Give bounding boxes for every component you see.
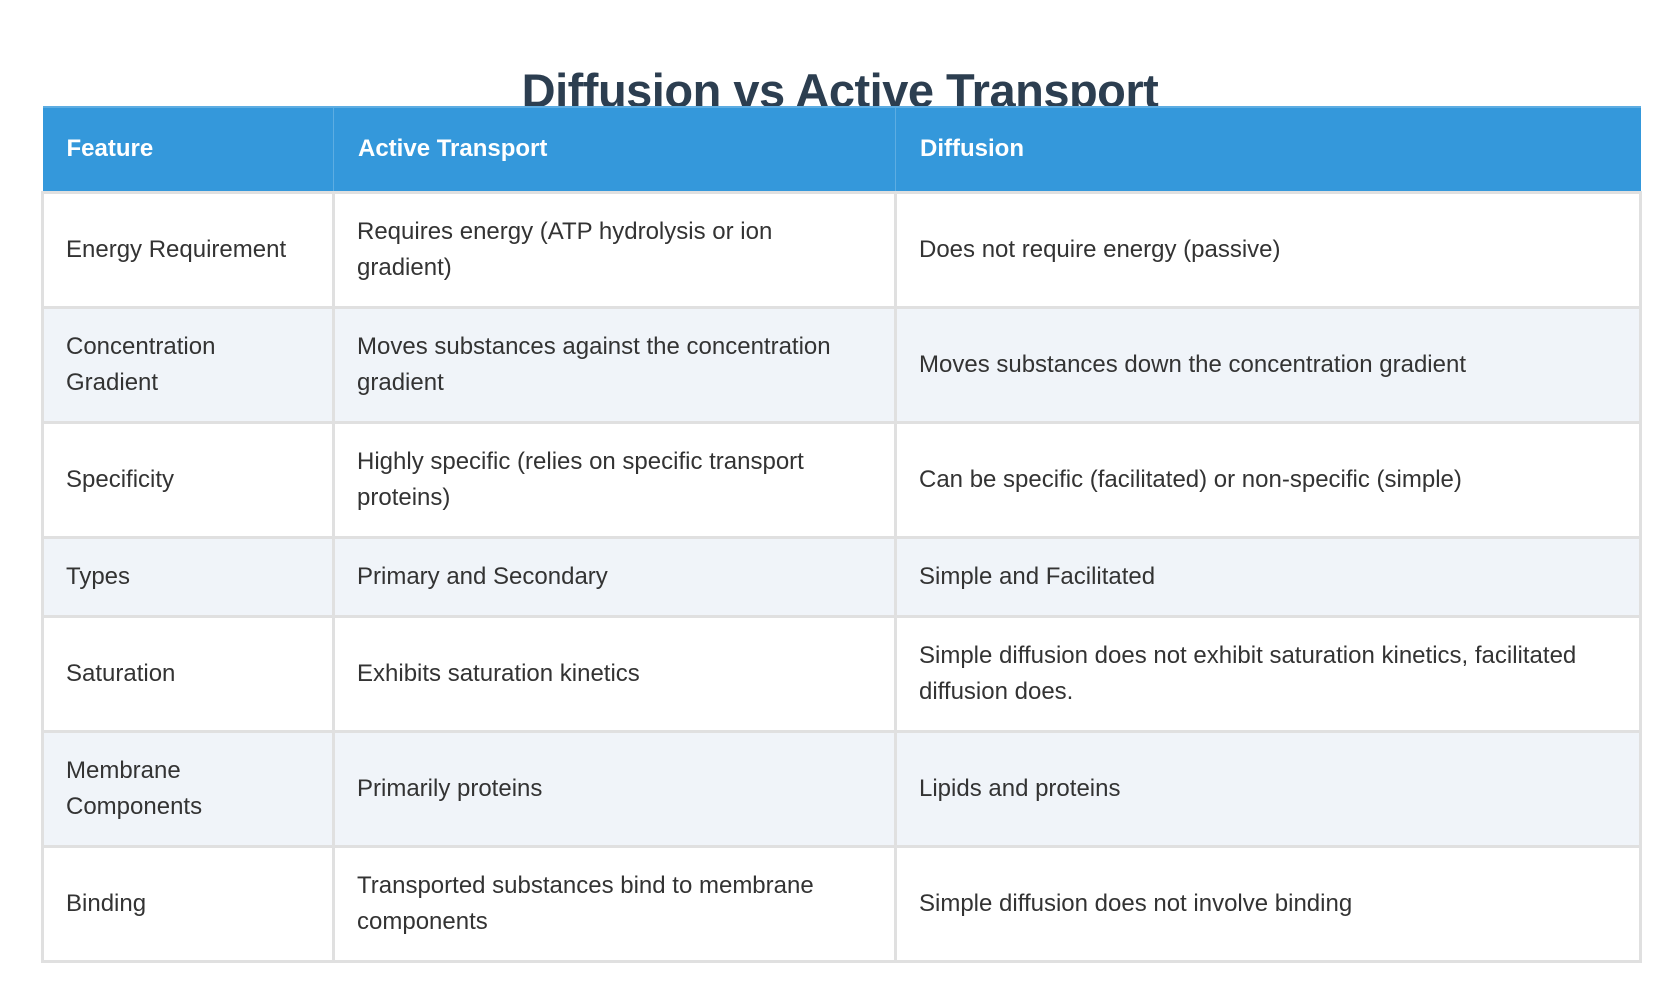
table-row-specificity: Specificity Highly specific (relies on s… — [41, 420, 1642, 539]
table-row-types: Types Primary and Secondary Simple and F… — [41, 535, 1642, 618]
column-header-active-transport: Active Transport — [333, 106, 896, 193]
feature-cell: Energy Requirement — [41, 190, 335, 309]
table-row-membrane-components: Membrane Components Primarily proteins L… — [41, 729, 1642, 848]
feature-cell: Binding — [41, 844, 335, 963]
active-transport-cell: Primarily proteins — [332, 729, 897, 848]
column-header-diffusion: Diffusion — [895, 106, 1641, 193]
diffusion-cell: Moves substances down the concentration … — [894, 305, 1642, 424]
comparison-table: Feature Active Transport Diffusion Energ… — [41, 106, 1642, 963]
active-transport-cell: Exhibits saturation kinetics — [332, 614, 897, 733]
diffusion-cell: Simple and Facilitated — [894, 535, 1642, 618]
active-transport-cell: Requires energy (ATP hydrolysis or ion g… — [332, 190, 897, 309]
header-row: Feature Active Transport Diffusion — [42, 106, 1641, 193]
diffusion-cell: Lipids and proteins — [894, 729, 1642, 848]
table-row-energy-requirement: Energy Requirement Requires energy (ATP … — [41, 190, 1642, 309]
diffusion-cell: Simple diffusion does not exhibit satura… — [894, 614, 1642, 733]
table-row-concentration-gradient: Concentration Gradient Moves substances … — [41, 305, 1642, 424]
active-transport-cell: Moves substances against the concentrati… — [332, 305, 897, 424]
column-header-feature: Feature — [42, 106, 334, 193]
diffusion-cell: Does not require energy (passive) — [894, 190, 1642, 309]
diffusion-cell: Can be specific (facilitated) or non-spe… — [894, 420, 1642, 539]
active-transport-cell: Primary and Secondary — [332, 535, 897, 618]
feature-cell: Types — [41, 535, 335, 618]
feature-cell: Specificity — [41, 420, 335, 539]
table-row-binding: Binding Transported substances bind to m… — [41, 844, 1642, 963]
diffusion-cell: Simple diffusion does not involve bindin… — [894, 844, 1642, 963]
active-transport-cell: Transported substances bind to membrane … — [332, 844, 897, 963]
feature-cell: Concentration Gradient — [41, 305, 335, 424]
feature-cell: Membrane Components — [41, 729, 335, 848]
table-body: Energy Requirement Requires energy (ATP … — [41, 190, 1642, 963]
active-transport-cell: Highly specific (relies on specific tran… — [332, 420, 897, 539]
table-header: Feature Active Transport Diffusion — [42, 106, 1641, 193]
table-row-saturation: Saturation Exhibits saturation kinetics … — [41, 614, 1642, 733]
feature-cell: Saturation — [41, 614, 335, 733]
